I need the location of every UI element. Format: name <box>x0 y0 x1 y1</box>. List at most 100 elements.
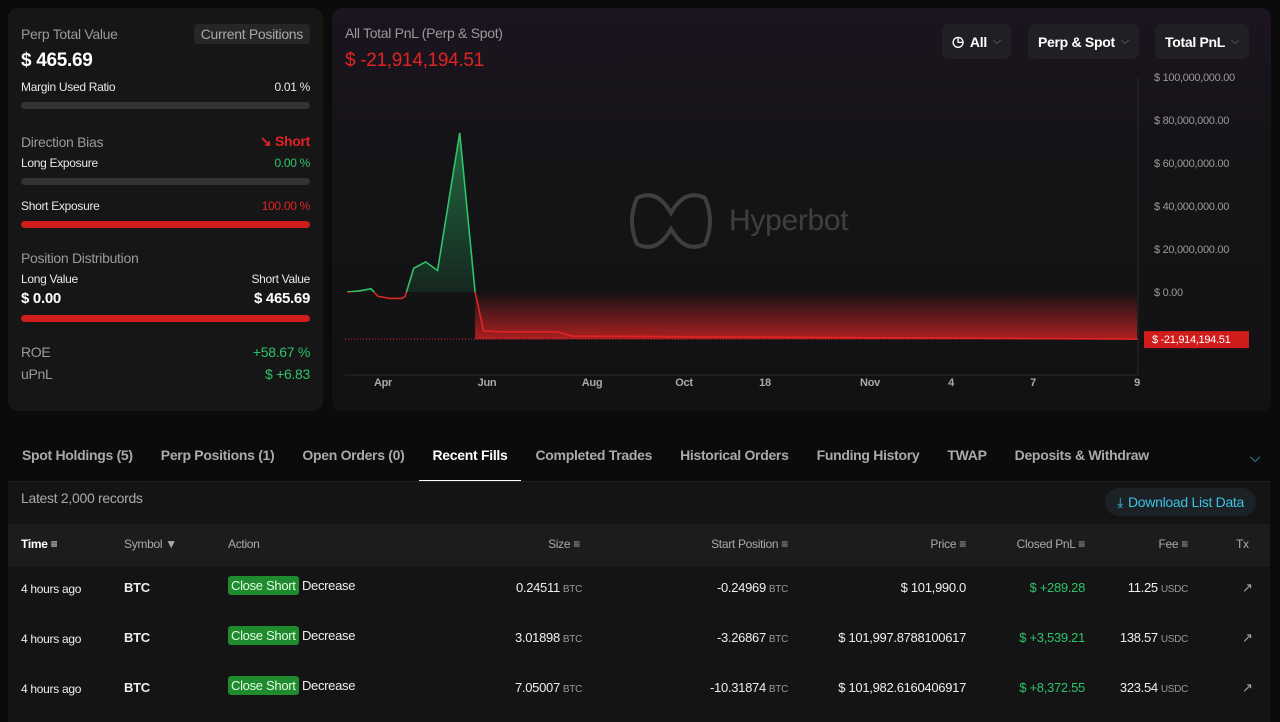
action-direction: Decrease <box>301 578 356 593</box>
column-header-fee[interactable]: Fee ≡ <box>1158 537 1188 551</box>
action-badge: Close Short <box>228 576 299 595</box>
time-cell: 4 hours ago <box>21 682 82 696</box>
start-position-cell: -3.26867 BTC <box>716 630 788 645</box>
long-value-label: Long Value <box>21 272 78 286</box>
tab-perp-positions-1[interactable]: Perp Positions (1) <box>160 447 275 463</box>
current-value-label: $ -21,914,194.51 <box>1152 334 1231 346</box>
tab-open-orders-0[interactable]: Open Orders (0) <box>302 447 405 463</box>
x-tick-label: 9 <box>1134 377 1140 389</box>
trend-down-icon: ↘ <box>259 133 275 149</box>
sort-icon[interactable]: ≡ <box>47 537 58 551</box>
symbol-cell[interactable]: BTC <box>124 630 150 645</box>
market-type-dropdown[interactable]: Perp & Spot ⌵ <box>1028 24 1139 59</box>
upnl-value: $ +6.83 <box>265 366 310 382</box>
position-distribution-label: Position Distribution <box>21 250 139 266</box>
perp-total-value: $ 465.69 <box>21 50 93 71</box>
time-cell: 4 hours ago <box>21 582 82 596</box>
upnl-label: uPnL <box>21 366 53 382</box>
symbol-cell[interactable]: BTC <box>124 580 150 595</box>
price-cell: $ 101,990.0 <box>900 580 967 595</box>
chevron-down-icon: ⌵ <box>992 35 1001 47</box>
x-tick-label: Aug <box>582 377 602 389</box>
market-type-value: Perp & Spot <box>1038 33 1115 50</box>
sort-icon[interactable]: ≡ <box>570 537 580 551</box>
roe-label: ROE <box>21 344 51 360</box>
tab-twap[interactable]: TWAP <box>947 447 987 463</box>
tab-deposits-withdraw[interactable]: Deposits & Withdraw <box>1014 447 1149 463</box>
short-exposure-value: 100.00 % <box>261 199 311 213</box>
x-tick-label: 4 <box>948 377 955 389</box>
tab-recent-fills[interactable]: Recent Fills <box>418 432 522 482</box>
x-tick-label: Oct <box>675 377 693 389</box>
column-header-start-position[interactable]: Start Position ≡ <box>711 537 788 551</box>
tab-historical-orders[interactable]: Historical Orders <box>680 447 789 463</box>
action-cell: Close Short Decrease <box>228 676 356 695</box>
sort-icon[interactable]: ≡ <box>956 537 966 551</box>
sort-icon[interactable]: ≡ <box>1075 537 1085 551</box>
tab-bar: Spot Holdings (5) Perp Positions (1) Open … <box>8 432 1236 482</box>
action-badge: Close Short <box>228 676 299 695</box>
closed-pnl-cell: $ +289.28 <box>1029 580 1086 595</box>
y-tick-label: $ 0.00 <box>1154 287 1183 299</box>
metric-dropdown[interactable]: Total PnL ⌵ <box>1155 24 1250 59</box>
column-header-price[interactable]: Price ≡ <box>930 537 966 551</box>
size-cell: 7.05007 BTC <box>514 680 582 695</box>
tab-completed-trades[interactable]: Completed Trades <box>535 447 653 463</box>
x-tick-label: 18 <box>759 377 771 389</box>
start-position-cell: -10.31874 BTC <box>710 680 788 695</box>
external-link-icon[interactable]: ↗ <box>1242 630 1253 645</box>
long-exposure-label: Long Exposure <box>21 156 98 170</box>
column-header-action[interactable]: Action <box>228 537 260 551</box>
hyperbot-logo-icon <box>630 193 712 249</box>
size-cell: 0.24511 BTC <box>515 580 582 595</box>
chevron-down-icon: ⌵ <box>1120 35 1129 47</box>
hyperbot-watermark: Hyperbot <box>627 188 849 254</box>
tab-bar-divider <box>8 481 1270 482</box>
table-header: Time ≡ Symbol ▼ Action Size ≡ Start Position… <box>8 524 1270 567</box>
y-tick-label: $ 40,000,000.00 <box>1154 201 1229 213</box>
fee-cell: 323.54 USDC <box>1119 680 1188 695</box>
column-header-size[interactable]: Size ≡ <box>548 537 580 551</box>
action-direction: Decrease <box>301 678 356 693</box>
tab-funding-history[interactable]: Funding History <box>816 447 920 463</box>
column-header-tx[interactable]: Tx <box>1236 537 1249 551</box>
start-position-cell: -0.24969 BTC <box>716 580 788 595</box>
pnl-line-negative <box>347 292 1138 340</box>
short-value: $ 465.69 <box>254 290 310 307</box>
download-list-button[interactable]: ⤓ Download List Data <box>1105 488 1256 516</box>
fee-cell: 11.25 USDC <box>1127 580 1189 595</box>
action-direction: Decrease <box>301 628 356 643</box>
column-header-symbol[interactable]: Symbol ▼ <box>124 537 177 551</box>
size-cell: 3.01898 BTC <box>514 630 582 645</box>
tabs-expand-chevron-icon[interactable]: ⌵ <box>1240 440 1270 474</box>
direction-bias-label: Direction Bias <box>21 133 104 150</box>
positive-area <box>347 132 1137 292</box>
y-tick-label: $ 60,000,000.00 <box>1154 158 1229 170</box>
sort-icon[interactable]: ≡ <box>1178 537 1188 551</box>
column-header-time[interactable]: Time ≡ <box>21 537 58 551</box>
chart-title: All Total PnL (Perp & Spot) <box>345 25 503 41</box>
long-exposure-value: 0.00 % <box>274 156 310 170</box>
tab-spot-holdings-5[interactable]: Spot Holdings (5) <box>22 447 133 463</box>
symbol-cell[interactable]: BTC <box>124 680 150 695</box>
margin-used-label: Margin Used Ratio <box>21 80 116 94</box>
x-tick-label: 7 <box>1030 377 1036 389</box>
price-cell: $ 101,997.8788100617 <box>838 630 966 645</box>
current-positions-button[interactable]: Current Positions <box>193 24 310 44</box>
time-range-dropdown[interactable]: ◷ All ⌵ <box>942 24 1011 59</box>
roe-value: +58.67 % <box>252 344 310 360</box>
filter-icon[interactable]: ▼ <box>162 537 177 551</box>
recent-fills-table: Latest 2,000 records ⤓ Download List Data… <box>8 482 1270 722</box>
records-count: Latest 2,000 records <box>21 490 143 506</box>
time-cell: 4 hours ago <box>21 632 82 646</box>
chart-total-value: $ -21,914,194.51 <box>345 50 484 71</box>
external-link-icon[interactable]: ↗ <box>1242 680 1253 695</box>
sort-icon[interactable]: ≡ <box>778 537 788 551</box>
y-tick-label: $ 80,000,000.00 <box>1154 115 1229 127</box>
position-distribution-bar <box>21 315 310 322</box>
external-link-icon[interactable]: ↗ <box>1242 580 1253 595</box>
column-header-closed-pnl[interactable]: Closed PnL ≡ <box>1016 537 1086 551</box>
margin-used-value: 0.01 % <box>274 80 310 94</box>
closed-pnl-cell: $ +3,539.21 <box>1019 630 1085 645</box>
pnl-line-positive <box>347 132 476 292</box>
